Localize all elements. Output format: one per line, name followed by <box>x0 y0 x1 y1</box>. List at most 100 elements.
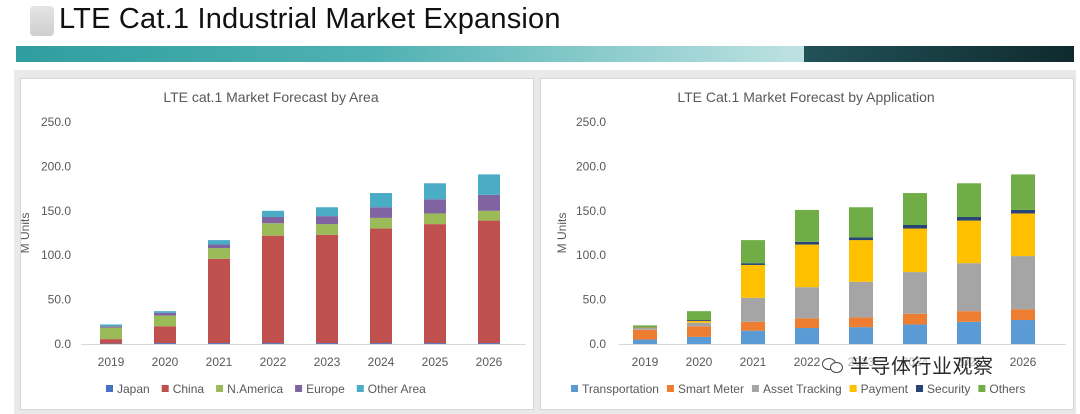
bar-segment-security <box>903 225 927 229</box>
legend-swatch <box>295 385 303 392</box>
x-tick-label: 2022 <box>794 355 821 369</box>
chart-title: LTE cat.1 Market Forecast by Area <box>163 89 378 105</box>
legend-swatch <box>666 385 674 392</box>
bar-segment-n-america <box>100 327 122 340</box>
bar-segment-other-area <box>370 193 392 208</box>
x-tick-label: 2026 <box>1010 355 1037 369</box>
bar-segment-japan <box>316 343 338 344</box>
bar-segment-smart-meter <box>849 317 873 328</box>
bar-segment-china <box>208 258 230 344</box>
bar-segment-china <box>370 228 392 344</box>
legend-label: Smart Meter <box>678 382 744 396</box>
bar-segment-europe <box>424 199 446 214</box>
y-tick-label: 50.0 <box>48 293 72 307</box>
bar-segment-japan <box>154 343 176 344</box>
bar-segment-other-area <box>154 311 176 313</box>
bar-segment-payment <box>957 220 981 264</box>
bar-segment-asset-tracking <box>687 322 711 327</box>
legend-label: Transportation <box>582 382 659 396</box>
bar-segment-europe <box>154 312 176 316</box>
bar-segment-others <box>903 193 927 226</box>
title-underline-bar <box>16 46 1074 62</box>
y-tick-label: 100.0 <box>576 248 606 262</box>
legend-swatch <box>356 385 364 392</box>
bar-segment-china <box>316 234 338 344</box>
bar-segment-n-america <box>424 213 446 225</box>
legend-swatch <box>216 385 224 392</box>
bar-segment-payment <box>741 264 765 298</box>
y-tick-label: 150.0 <box>41 204 71 218</box>
wechat-icon <box>822 357 844 373</box>
bar-segment-china <box>478 220 500 344</box>
bar-segment-china <box>100 339 122 344</box>
bar-segment-payment <box>1011 213 1035 257</box>
bar-segment-europe <box>262 217 284 224</box>
x-tick-label: 2020 <box>686 355 713 369</box>
x-tick-label: 2025 <box>422 355 449 369</box>
y-tick-label: 0.0 <box>589 337 606 351</box>
bar-segment-others <box>633 325 657 328</box>
bar-segment-asset-tracking <box>1011 256 1035 310</box>
bar-segment-smart-meter <box>741 321 765 331</box>
x-tick-label: 2021 <box>206 355 233 369</box>
y-tick-label: 50.0 <box>583 293 607 307</box>
y-tick-label: 250.0 <box>576 115 606 129</box>
bar-segment-japan <box>478 343 500 344</box>
legend: Japan China N.America Europe Other Area <box>106 382 426 396</box>
application-forecast-chart-panel: LTE Cat.1 Market Forecast by Application… <box>540 78 1074 410</box>
watermark: 半导体行业观察 <box>820 349 1000 380</box>
x-tick-label: 2023 <box>314 355 341 369</box>
bar-segment-other-area <box>478 174 500 195</box>
x-tick-label: 2019 <box>632 355 659 369</box>
bar-segment-china <box>424 224 446 344</box>
bar-segment-others <box>1011 174 1035 210</box>
y-tick-label: 150.0 <box>576 204 606 218</box>
chart-title: LTE Cat.1 Market Forecast by Application <box>677 89 934 105</box>
bar-segment-other-area <box>316 207 338 217</box>
bar-segment-transportation <box>849 327 873 344</box>
legend-swatch <box>106 385 113 392</box>
legend-label: Security <box>927 382 970 396</box>
bar-segment-japan <box>262 343 284 344</box>
bar-segment-asset-tracking <box>903 272 927 314</box>
area-forecast-chart-panel: LTE cat.1 Market Forecast by Area M Units… <box>20 78 534 410</box>
legend-swatch <box>978 385 986 392</box>
logo-icon <box>30 6 54 36</box>
bar-segment-security <box>795 241 819 245</box>
bar-segment-europe <box>478 194 500 211</box>
bar-segment-other-area <box>262 210 284 218</box>
bar-segment-asset-tracking <box>741 297 765 322</box>
bar-segment-smart-meter <box>795 318 819 329</box>
y-tick-label: 100.0 <box>41 248 71 262</box>
bar-segment-transportation <box>687 336 711 344</box>
bar-segment-transportation <box>903 324 927 344</box>
bar-segment-payment <box>849 240 873 282</box>
bar-segment-n-america <box>478 210 500 221</box>
x-tick-label: 2021 <box>740 355 767 369</box>
bar-segment-others <box>849 207 873 238</box>
bar-segment-n-america <box>370 217 392 229</box>
bar-segment-payment <box>795 244 819 288</box>
bar-segment-asset-tracking <box>957 263 981 312</box>
x-tick-label: 2019 <box>98 355 125 369</box>
bar-segment-security <box>1011 209 1035 214</box>
bar-segment-other-area <box>208 240 230 245</box>
bar-segment-asset-tracking <box>849 281 873 318</box>
bar-segment-transportation <box>795 328 819 344</box>
watermark-text: 半导体行业观察 <box>850 356 994 378</box>
legend-label: Asset Tracking <box>763 382 842 396</box>
y-axis-label: M Units <box>21 213 32 254</box>
x-tick-label: 2022 <box>260 355 287 369</box>
legend-swatch <box>571 385 578 392</box>
legend-swatch <box>751 385 759 392</box>
legend-label: Japan <box>117 382 150 396</box>
legend-label: Payment <box>861 382 909 396</box>
bar-segment-transportation <box>957 321 981 344</box>
title-bar-teal-segment <box>16 46 804 62</box>
x-tick-label: 2020 <box>152 355 179 369</box>
page-title: LTE Cat.1 Industrial Market Expansion <box>59 3 561 35</box>
bar-segment-security <box>687 320 711 321</box>
bar-segment-smart-meter <box>903 313 927 325</box>
bar-segment-security <box>849 237 873 241</box>
bar-segment-others <box>741 240 765 264</box>
